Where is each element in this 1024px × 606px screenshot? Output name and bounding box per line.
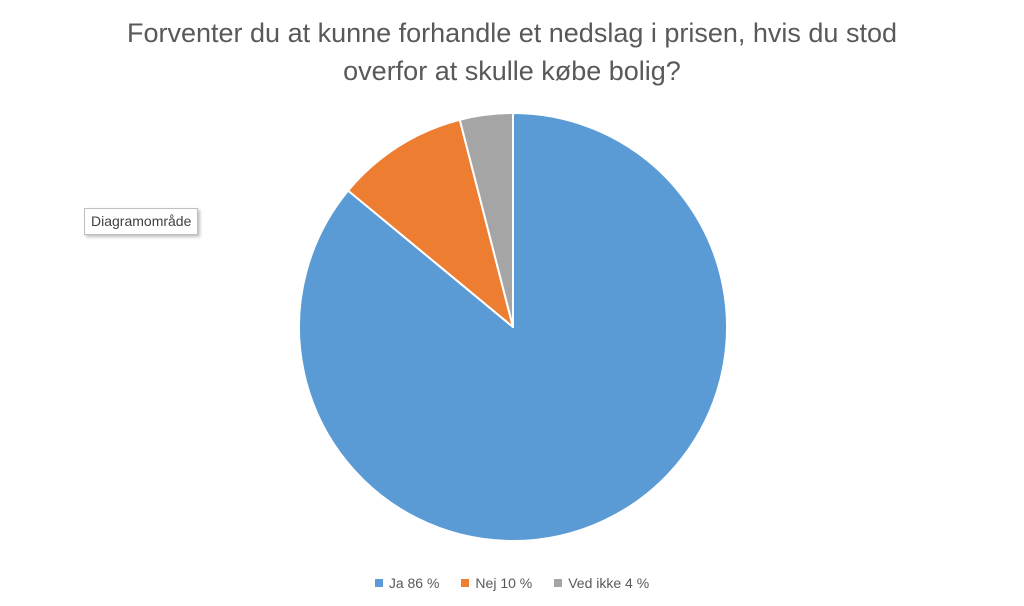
chart-title-line-2: overfor at skulle købe bolig? <box>343 56 681 86</box>
legend: Ja 86 % Nej 10 % Ved ikke 4 % <box>0 574 1024 592</box>
chart-title: Forventer du at kunne forhandle et nedsl… <box>62 14 962 90</box>
legend-item-nej[interactable]: Nej 10 % <box>461 574 532 592</box>
legend-item-ved-ikke[interactable]: Ved ikke 4 % <box>554 574 649 592</box>
legend-item-ja[interactable]: Ja 86 % <box>374 574 440 592</box>
legend-label-nej: Nej 10 % <box>475 575 533 591</box>
legend-label-ved-ikke: Ved ikke 4 % <box>568 575 650 591</box>
pie-slice-nej[interactable] <box>347 118 514 328</box>
legend-swatch-nej <box>461 579 470 587</box>
legend-swatch-ja <box>374 579 383 587</box>
pie-slice-ved-ikke[interactable] <box>458 112 514 328</box>
legend-label-ja: Ja 86 % <box>388 575 440 591</box>
legend-swatch-ved-ikke <box>554 579 563 587</box>
chart-area-tooltip: Diagramområde <box>84 208 199 235</box>
chart-title-line-1: Forventer du at kunne forhandle et nedsl… <box>127 18 897 48</box>
